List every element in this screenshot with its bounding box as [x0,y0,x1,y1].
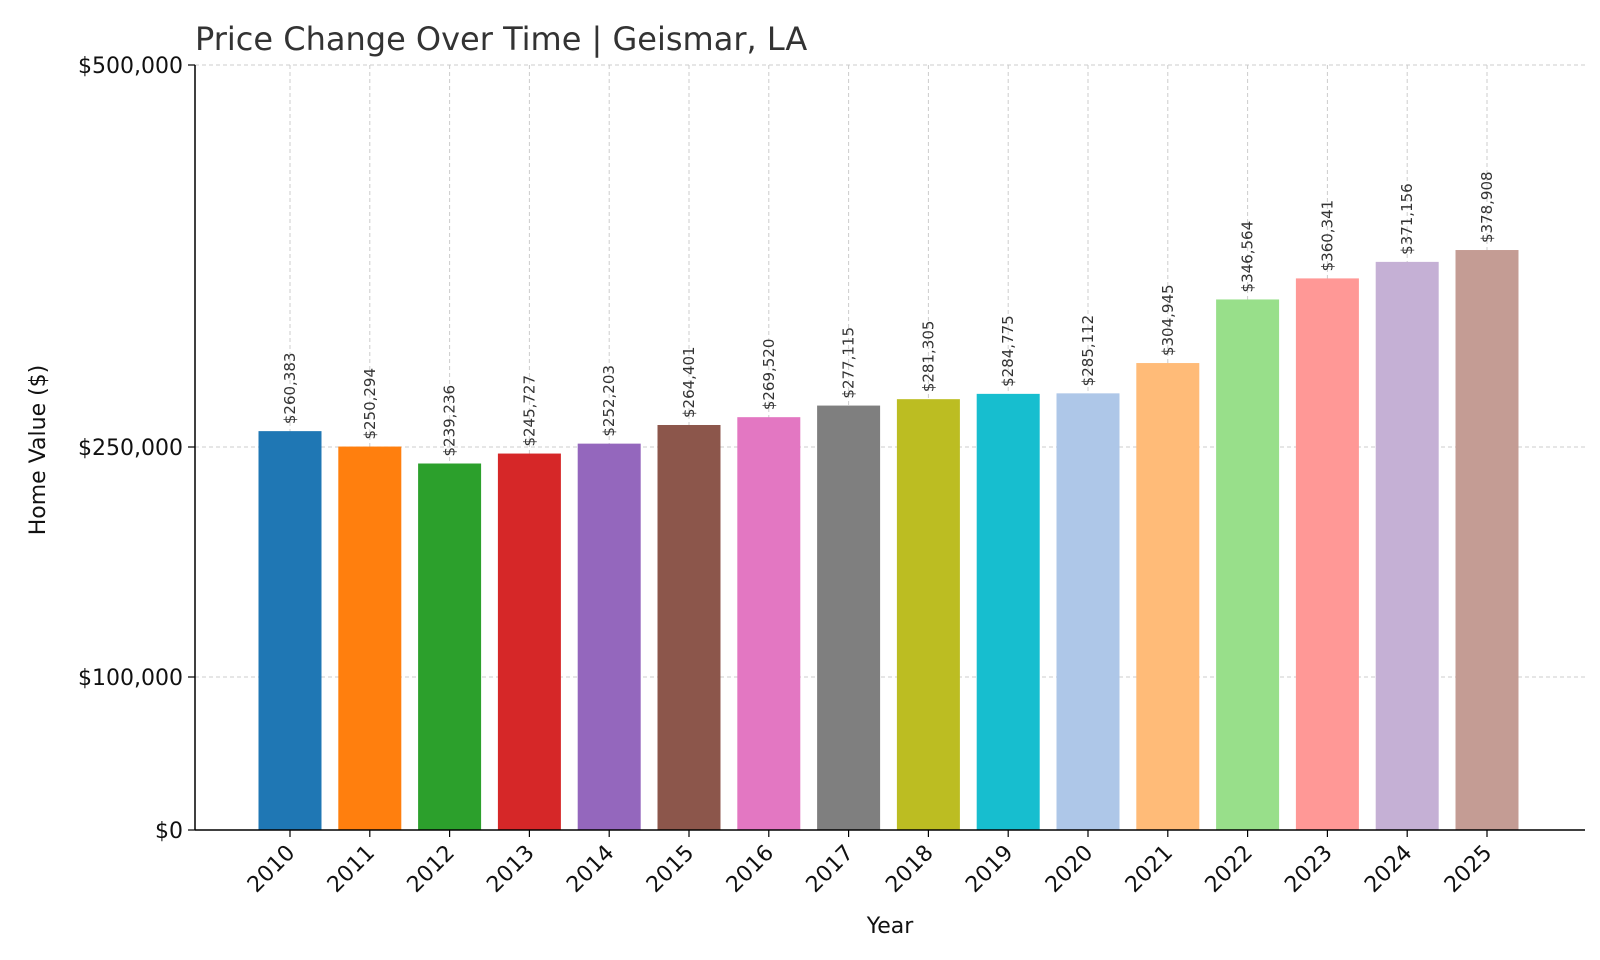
bar-value-label: $252,203 [600,365,618,437]
bar [976,393,1040,830]
y-tick-label: $500,000 [78,54,183,79]
x-tick-label: 2020 [1041,841,1098,898]
bar-value-label: $378,908 [1478,171,1496,243]
y-axis-label: Home Value ($) [26,365,51,536]
bar [418,463,482,830]
y-tick-label: $100,000 [78,666,183,691]
x-tick-label: 2010 [243,841,300,898]
bar [1295,278,1359,831]
y-tick-label: $250,000 [78,436,183,461]
bar-value-label: $239,236 [441,385,459,457]
bar [657,424,721,830]
bar-value-label: $260,383 [281,353,299,425]
bar [1216,299,1280,830]
x-tick-label: 2018 [881,841,938,898]
x-tick-label: 2023 [1280,841,1337,898]
bar [817,405,881,830]
bar [497,453,561,830]
bar [896,399,960,830]
x-tick-label: 2013 [482,841,539,898]
x-tick-label: 2011 [323,841,380,898]
bar [338,446,402,830]
bar-value-label: $245,727 [520,375,538,447]
x-tick-label: 2019 [961,841,1018,898]
bar [737,417,801,830]
x-tick-label: 2014 [562,841,619,898]
bar [1375,261,1439,830]
x-tick-label: 2021 [1121,841,1178,898]
bar [1136,363,1200,830]
bar-value-label: $277,115 [840,327,858,399]
x-tick-label: 2024 [1360,841,1417,898]
bar-value-label: $250,294 [361,368,379,440]
y-tick-label: $0 [155,819,183,844]
bar [1056,393,1120,830]
bar-value-label: $269,520 [760,339,778,411]
x-axis-ticks: 2010 2011 2012 2013 2014 2015 2016 2017 2018 2019… [243,830,1497,898]
bar-value-label: $360,341 [1318,200,1336,272]
bars [258,250,1519,831]
chart-title: Price Change Over Time | Geismar, LA [195,20,807,58]
x-tick-label: 2017 [802,841,859,898]
x-tick-label: 2022 [1201,841,1258,898]
bar [258,431,322,830]
bar [1455,250,1519,831]
x-tick-label: 2025 [1440,841,1497,898]
bar-value-label: $346,564 [1239,221,1257,293]
bar-value-label: $371,156 [1398,183,1416,255]
x-tick-label: 2015 [642,841,699,898]
bar-value-label: $264,401 [680,346,698,418]
bar-value-label: $281,305 [919,321,937,393]
bar [577,443,641,830]
x-tick-label: 2016 [722,841,779,898]
value-labels: $260,383 $250,294 $239,236 $245,727 $252,203… [281,171,1496,456]
bar-value-label: $304,945 [1159,284,1177,356]
x-tick-label: 2012 [403,841,460,898]
bar-value-label: $284,775 [999,315,1017,387]
y-axis-ticks: $0 $100,000 $250,000 $500,000 [78,54,195,844]
x-axis-label: Year [866,914,915,939]
bar-value-label: $285,112 [1079,315,1097,387]
